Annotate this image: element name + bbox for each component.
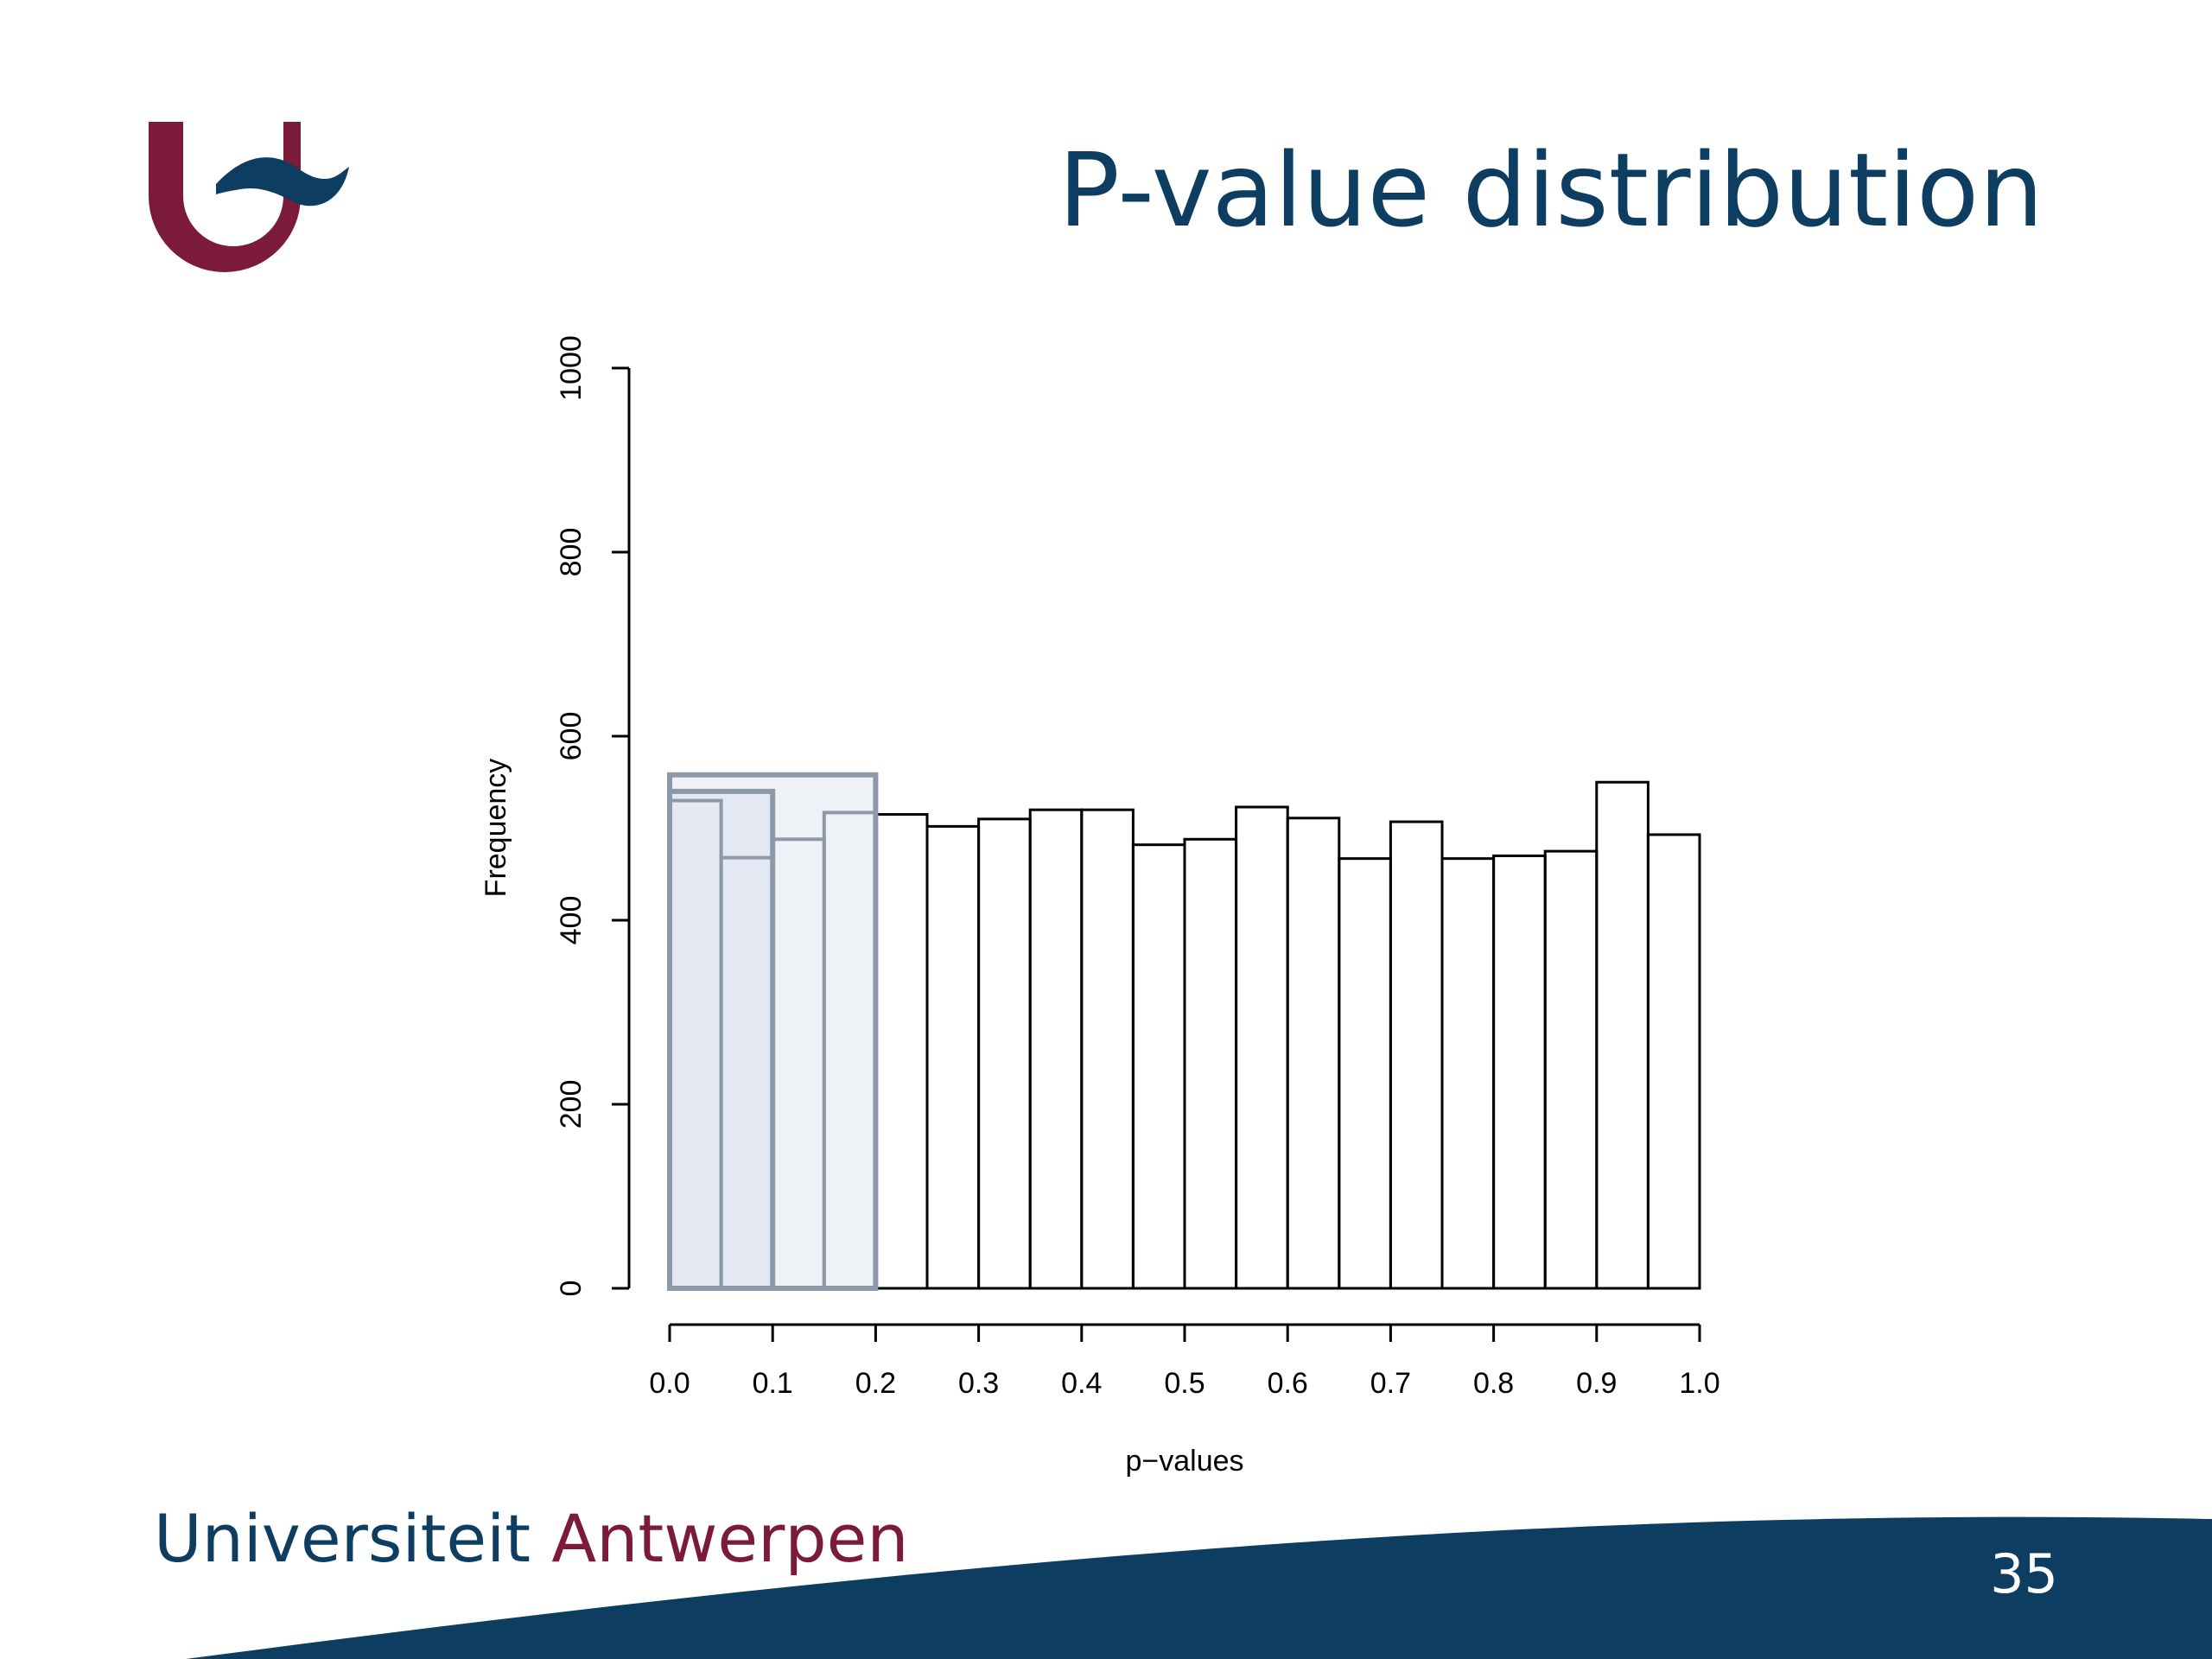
logo-u-shape (149, 122, 301, 272)
x-tick-label: 0.4 (1061, 1367, 1102, 1400)
histogram-bar (1646, 833, 1701, 1290)
y-tick-label: 400 (555, 896, 588, 945)
x-tick-label: 0.3 (958, 1367, 999, 1400)
university-logo (149, 122, 349, 272)
highlight-outline-layer (667, 772, 879, 1291)
logo-wave-shape (216, 157, 349, 207)
highlight-region-outline (667, 788, 776, 1291)
slide-title: P-value distribution (1058, 130, 2044, 250)
footer-wave-shape (186, 1516, 2212, 1659)
axes-layer: 0.0 0.1 0.2 0.3 0.4 0.5 0.6 0.7 0.8 0.9 1.0 0 200 400… (555, 335, 1720, 1400)
bars-layer (668, 780, 1701, 1291)
x-tick-label: 0.9 (1576, 1367, 1617, 1400)
y-axis-title: Frequency (480, 759, 512, 898)
y-tick-label: 800 (555, 528, 588, 577)
x-tick-label: 0.5 (1164, 1367, 1205, 1400)
x-tick-label: 0.7 (1370, 1367, 1411, 1400)
x-tick-label: 0.1 (753, 1367, 793, 1400)
x-tick-label: 0.0 (649, 1367, 690, 1400)
x-tick-label: 1.0 (1679, 1367, 1719, 1400)
y-tick-label: 1000 (555, 335, 588, 401)
x-axis-title: p−values (1125, 1445, 1243, 1478)
slide-number: 35 (1990, 1542, 2058, 1605)
university-name: Universiteit Antwerpen (154, 1499, 909, 1578)
university-name-part2: Antwerpen (551, 1500, 909, 1577)
x-tick-label: 0.2 (855, 1367, 896, 1400)
y-tick-label: 0 (555, 1281, 588, 1297)
university-name-part1: Universiteit (154, 1500, 531, 1577)
y-tick-label: 600 (555, 712, 588, 761)
y-tick-label: 200 (555, 1080, 588, 1129)
x-tick-label: 0.6 (1268, 1367, 1308, 1400)
x-tick-label: 0.8 (1473, 1367, 1514, 1400)
